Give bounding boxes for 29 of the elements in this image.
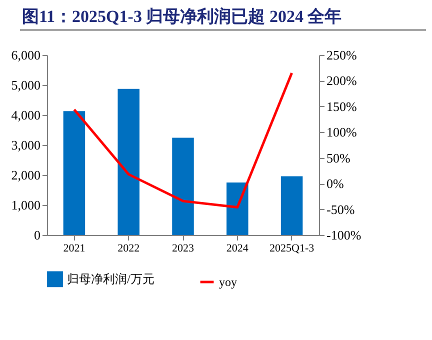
y2-tick-label: -100% [326,228,362,242]
y-tick-label: 0 [34,228,40,242]
bar [118,88,140,235]
bar [226,182,248,235]
y-tick-label: 4,000 [11,108,40,122]
y2-tick-label: 100% [326,124,357,140]
y-tick-label: 6,000 [11,48,40,62]
x-tick-label: 2023 [172,242,194,254]
legend-label: 归母净利润/万元 [67,272,154,286]
x-tick-label: 2025Q1-3 [269,242,315,254]
y-tick-label: 5,000 [11,78,40,92]
chart-title: 图11：2025Q1-3 归母净利润已超 2024 全年 [21,6,343,27]
y2-tick-label: 200% [326,73,357,88]
y2-tick-label: 250% [326,48,357,62]
legend-label: yoy [219,275,237,289]
y2-tick-label: 0% [326,176,344,192]
bar [280,176,303,235]
x-tick-label: 2022 [118,242,140,254]
line-series [72,72,294,208]
bar [63,111,86,235]
y-tick-label: 2,000 [11,168,40,182]
bar [172,138,194,235]
y2-tick-label: 50% [326,150,350,166]
y-tick-label: 1,000 [11,198,40,212]
y2-tick-label: -50% [326,202,355,217]
x-tick-label: 2024 [226,242,249,254]
x-tick-label: 2021 [63,242,86,254]
y2-tick-label: 150% [326,98,357,114]
y-tick-label: 3,000 [11,138,40,152]
